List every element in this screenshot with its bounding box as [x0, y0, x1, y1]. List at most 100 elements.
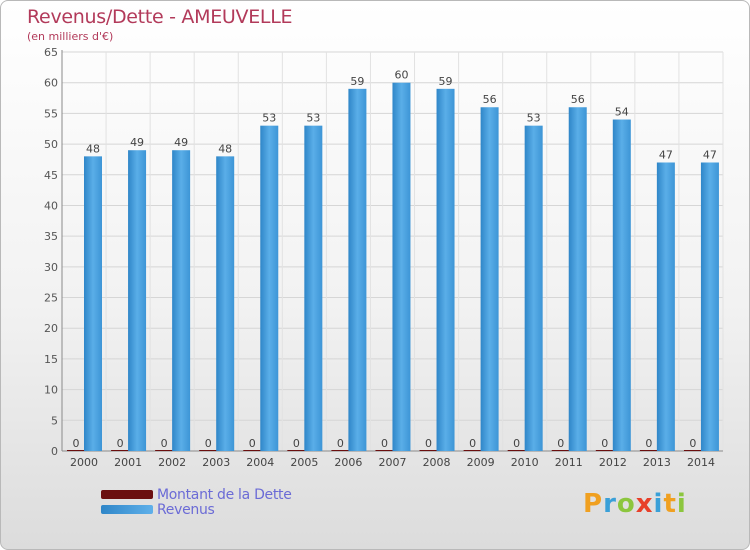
- data-label-revenus: 56: [571, 93, 585, 106]
- data-label-dette: 0: [557, 437, 564, 450]
- data-label-dette: 0: [161, 437, 168, 450]
- bar-dette: [419, 450, 438, 451]
- bar-revenus: [304, 125, 323, 452]
- bar-dette: [155, 450, 174, 451]
- bar-revenus: [436, 88, 455, 451]
- data-label-dette: 0: [293, 437, 300, 450]
- logo-letter: P: [583, 489, 604, 519]
- logo-letter: o: [616, 489, 636, 519]
- legend-swatch-dette: [101, 490, 153, 499]
- x-tick-label: 2004: [246, 456, 274, 469]
- x-tick-label: 2009: [467, 456, 495, 469]
- bar-dette: [243, 450, 262, 451]
- data-label-revenus: 56: [483, 93, 497, 106]
- logo-letter: x: [635, 489, 654, 519]
- y-tick-label: 20: [44, 322, 58, 335]
- x-tick-label: 2000: [70, 456, 98, 469]
- bar-revenus: [700, 162, 719, 451]
- bar-revenus: [480, 107, 499, 451]
- y-tick-label: 5: [51, 414, 58, 427]
- data-label-dette: 0: [249, 437, 256, 450]
- bar-revenus: [612, 119, 631, 452]
- x-tick-label: 2008: [423, 456, 451, 469]
- x-tick-label: 2007: [379, 456, 407, 469]
- data-label-revenus: 54: [615, 106, 629, 119]
- bar-revenus: [656, 162, 675, 451]
- y-tick-label: 0: [51, 445, 58, 458]
- x-tick-label: 2003: [202, 456, 230, 469]
- y-tick-label: 25: [44, 292, 58, 305]
- x-tick-label: 2014: [687, 456, 715, 469]
- bar-dette: [375, 450, 394, 451]
- data-label-revenus: 53: [527, 112, 541, 125]
- x-tick-label: 2002: [158, 456, 186, 469]
- data-label-revenus: 59: [350, 75, 364, 88]
- bar-revenus: [128, 150, 147, 451]
- y-tick-label: 35: [44, 230, 58, 243]
- bar-revenus: [84, 156, 102, 451]
- bar-dette: [463, 450, 482, 451]
- data-label-revenus: 47: [659, 148, 673, 161]
- data-label-dette: 0: [73, 437, 80, 450]
- legend-label-revenus: Revenus: [157, 501, 215, 518]
- x-tick-label: 2010: [511, 456, 539, 469]
- chart-title: Revenus/Dette - AMEUVELLE: [27, 6, 293, 28]
- data-label-revenus: 49: [174, 136, 188, 149]
- logo-letter: i: [653, 489, 664, 519]
- bar-dette: [683, 450, 702, 451]
- logo-letter: i: [676, 489, 687, 519]
- data-label-dette: 0: [425, 437, 432, 450]
- logo-letter: t: [663, 489, 677, 519]
- logo-letter: r: [603, 489, 617, 519]
- data-label-revenus: 60: [394, 69, 408, 82]
- bar-revenus: [568, 107, 587, 451]
- x-tick-label: 2005: [290, 456, 318, 469]
- bar-dette: [111, 450, 130, 451]
- data-label-revenus: 49: [130, 136, 144, 149]
- y-tick-label: 30: [44, 261, 58, 274]
- bar-dette: [507, 450, 526, 451]
- x-tick-label: 2001: [114, 456, 142, 469]
- legend-item-revenus: Revenus: [101, 501, 292, 518]
- data-label-dette: 0: [601, 437, 608, 450]
- proxiti-logo: Proxiti: [583, 489, 687, 519]
- data-label-dette: 0: [381, 437, 388, 450]
- x-tick-label: 2011: [555, 456, 583, 469]
- bar-dette: [67, 450, 85, 451]
- bar-revenus: [172, 150, 191, 451]
- bar-dette: [639, 450, 658, 451]
- data-label-revenus: 47: [703, 148, 717, 161]
- y-tick-label: 60: [44, 77, 58, 90]
- bar-revenus: [524, 125, 543, 452]
- x-tick-label: 2012: [599, 456, 627, 469]
- y-tick-label: 10: [44, 384, 58, 397]
- bar-dette: [331, 450, 350, 451]
- data-label-dette: 0: [337, 437, 344, 450]
- legend-label-dette: Montant de la Dette: [157, 486, 292, 503]
- y-tick-label: 65: [44, 46, 58, 59]
- bar-dette: [551, 450, 570, 451]
- chart-subtitle: (en milliers d'€): [27, 30, 114, 43]
- bar-dette: [199, 450, 218, 451]
- bar-revenus: [216, 156, 235, 451]
- data-label-dette: 0: [117, 437, 124, 450]
- x-tick-label: 2006: [334, 456, 362, 469]
- legend-item-dette: Montant de la Dette: [101, 486, 292, 503]
- data-label-dette: 0: [469, 437, 476, 450]
- x-tick-label: 2013: [643, 456, 671, 469]
- legend: Montant de la Dette Revenus: [101, 486, 292, 518]
- data-label-revenus: 48: [218, 142, 232, 155]
- data-label-dette: 0: [645, 437, 652, 450]
- data-label-dette: 0: [513, 437, 520, 450]
- bar-revenus: [260, 125, 279, 452]
- y-tick-label: 50: [44, 138, 58, 151]
- bar-revenus: [392, 82, 411, 451]
- data-label-dette: 0: [689, 437, 696, 450]
- bar-revenus: [348, 88, 367, 451]
- data-label-revenus: 48: [86, 142, 100, 155]
- data-label-revenus: 59: [439, 75, 453, 88]
- legend-swatch-revenus: [101, 505, 153, 514]
- data-label-revenus: 53: [262, 112, 276, 125]
